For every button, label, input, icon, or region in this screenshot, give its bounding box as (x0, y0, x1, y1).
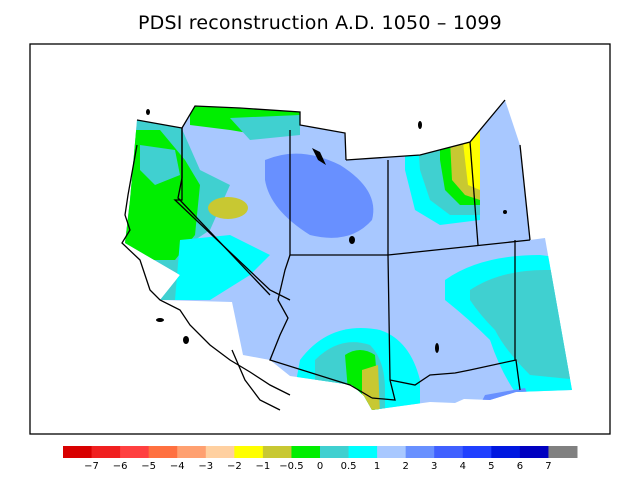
colorbar-label: 0 (317, 461, 323, 472)
colorbar-swatch (120, 446, 150, 458)
colorbar-swatch (462, 446, 492, 458)
colorbar-swatch (63, 446, 93, 458)
colorbar-swatch (291, 446, 321, 458)
colorbar-label: 5 (488, 461, 494, 472)
colorbar-label: −1 (256, 461, 271, 472)
colorbar-swatch (148, 446, 178, 458)
colorbar-swatch (320, 446, 350, 458)
colorbar-label: 1 (374, 461, 380, 472)
boundary-lines (121, 99, 531, 411)
colorbar-label: −5 (141, 461, 156, 472)
map-title: PDSI reconstruction A.D. 1050 – 1099 (138, 12, 502, 34)
colorbar-swatch (434, 446, 464, 458)
colorbar-label: 2 (402, 461, 408, 472)
colorbar-swatch (405, 446, 435, 458)
colorbar-label: 0.5 (341, 461, 357, 472)
colorbar-swatch (177, 446, 207, 458)
colorbar-swatch (91, 446, 121, 458)
colorbar-swatch (548, 446, 578, 458)
colorbar-swatch (234, 446, 264, 458)
colorbar-label: 6 (517, 461, 523, 472)
colorbar-swatch (262, 446, 292, 458)
colorbar-label: −2 (227, 461, 242, 472)
lake-marks (146, 109, 507, 353)
colorbar-label: −6 (113, 461, 128, 472)
colorbar-label: 7 (545, 461, 551, 472)
colorbar-swatch (348, 446, 378, 458)
colorbar-label: −0.5 (279, 461, 303, 472)
colorbar-label: 4 (460, 461, 466, 472)
colorbar-swatch (519, 446, 549, 458)
pdsi-field (125, 100, 572, 410)
colorbar-swatch (491, 446, 521, 458)
colorbar-label: −4 (170, 461, 185, 472)
colorbar-label: −7 (84, 461, 99, 472)
colorbar-swatch (205, 446, 235, 458)
colorbar-label: 3 (431, 461, 437, 472)
colorbar-swatch (377, 446, 407, 458)
colorbar-label: −3 (198, 461, 213, 472)
